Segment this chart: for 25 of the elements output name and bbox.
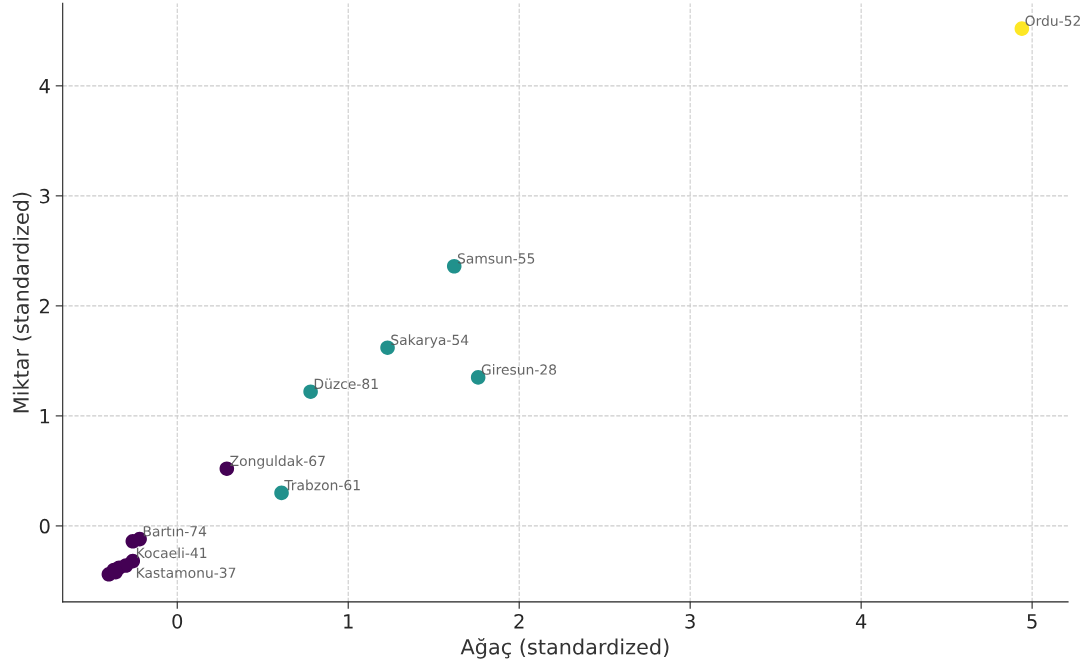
annotation: Giresun-28	[481, 364, 557, 375]
y-tick-label: 1	[40, 409, 50, 424]
annotation: Ordu-52	[1025, 15, 1080, 27]
annotation: Kastamonu-37	[136, 567, 236, 578]
annotation: Bartın-74	[143, 526, 207, 537]
y-tick-label: 3	[40, 188, 50, 204]
annotation: Sakarya-54	[391, 334, 469, 348]
x-tick-label: 5	[1027, 614, 1037, 629]
x-tick-label: 1	[344, 614, 353, 629]
annotation: Trabzon-61	[284, 479, 360, 491]
annotation: Düzce-81	[314, 378, 378, 390]
annotation: Samsun-55	[457, 253, 535, 264]
y-tick-label: 2	[39, 298, 49, 314]
x-tick-label: 3	[685, 613, 695, 629]
y-tick-label: 4	[39, 79, 50, 94]
x-tick-label: 2	[514, 613, 524, 629]
annotation: Kocaeli-41	[136, 547, 207, 559]
annotation: Zonguldak-67	[230, 455, 325, 469]
point	[125, 534, 141, 549]
x-tick-label: 0	[172, 613, 183, 629]
y-tick-label: 0	[39, 518, 50, 534]
y-axis-title: Miktar (standardized)	[12, 192, 32, 413]
x-tick-label: 4	[855, 614, 867, 629]
x-axis-title: Ağaç (standardized)	[460, 638, 669, 659]
point	[118, 558, 134, 573]
